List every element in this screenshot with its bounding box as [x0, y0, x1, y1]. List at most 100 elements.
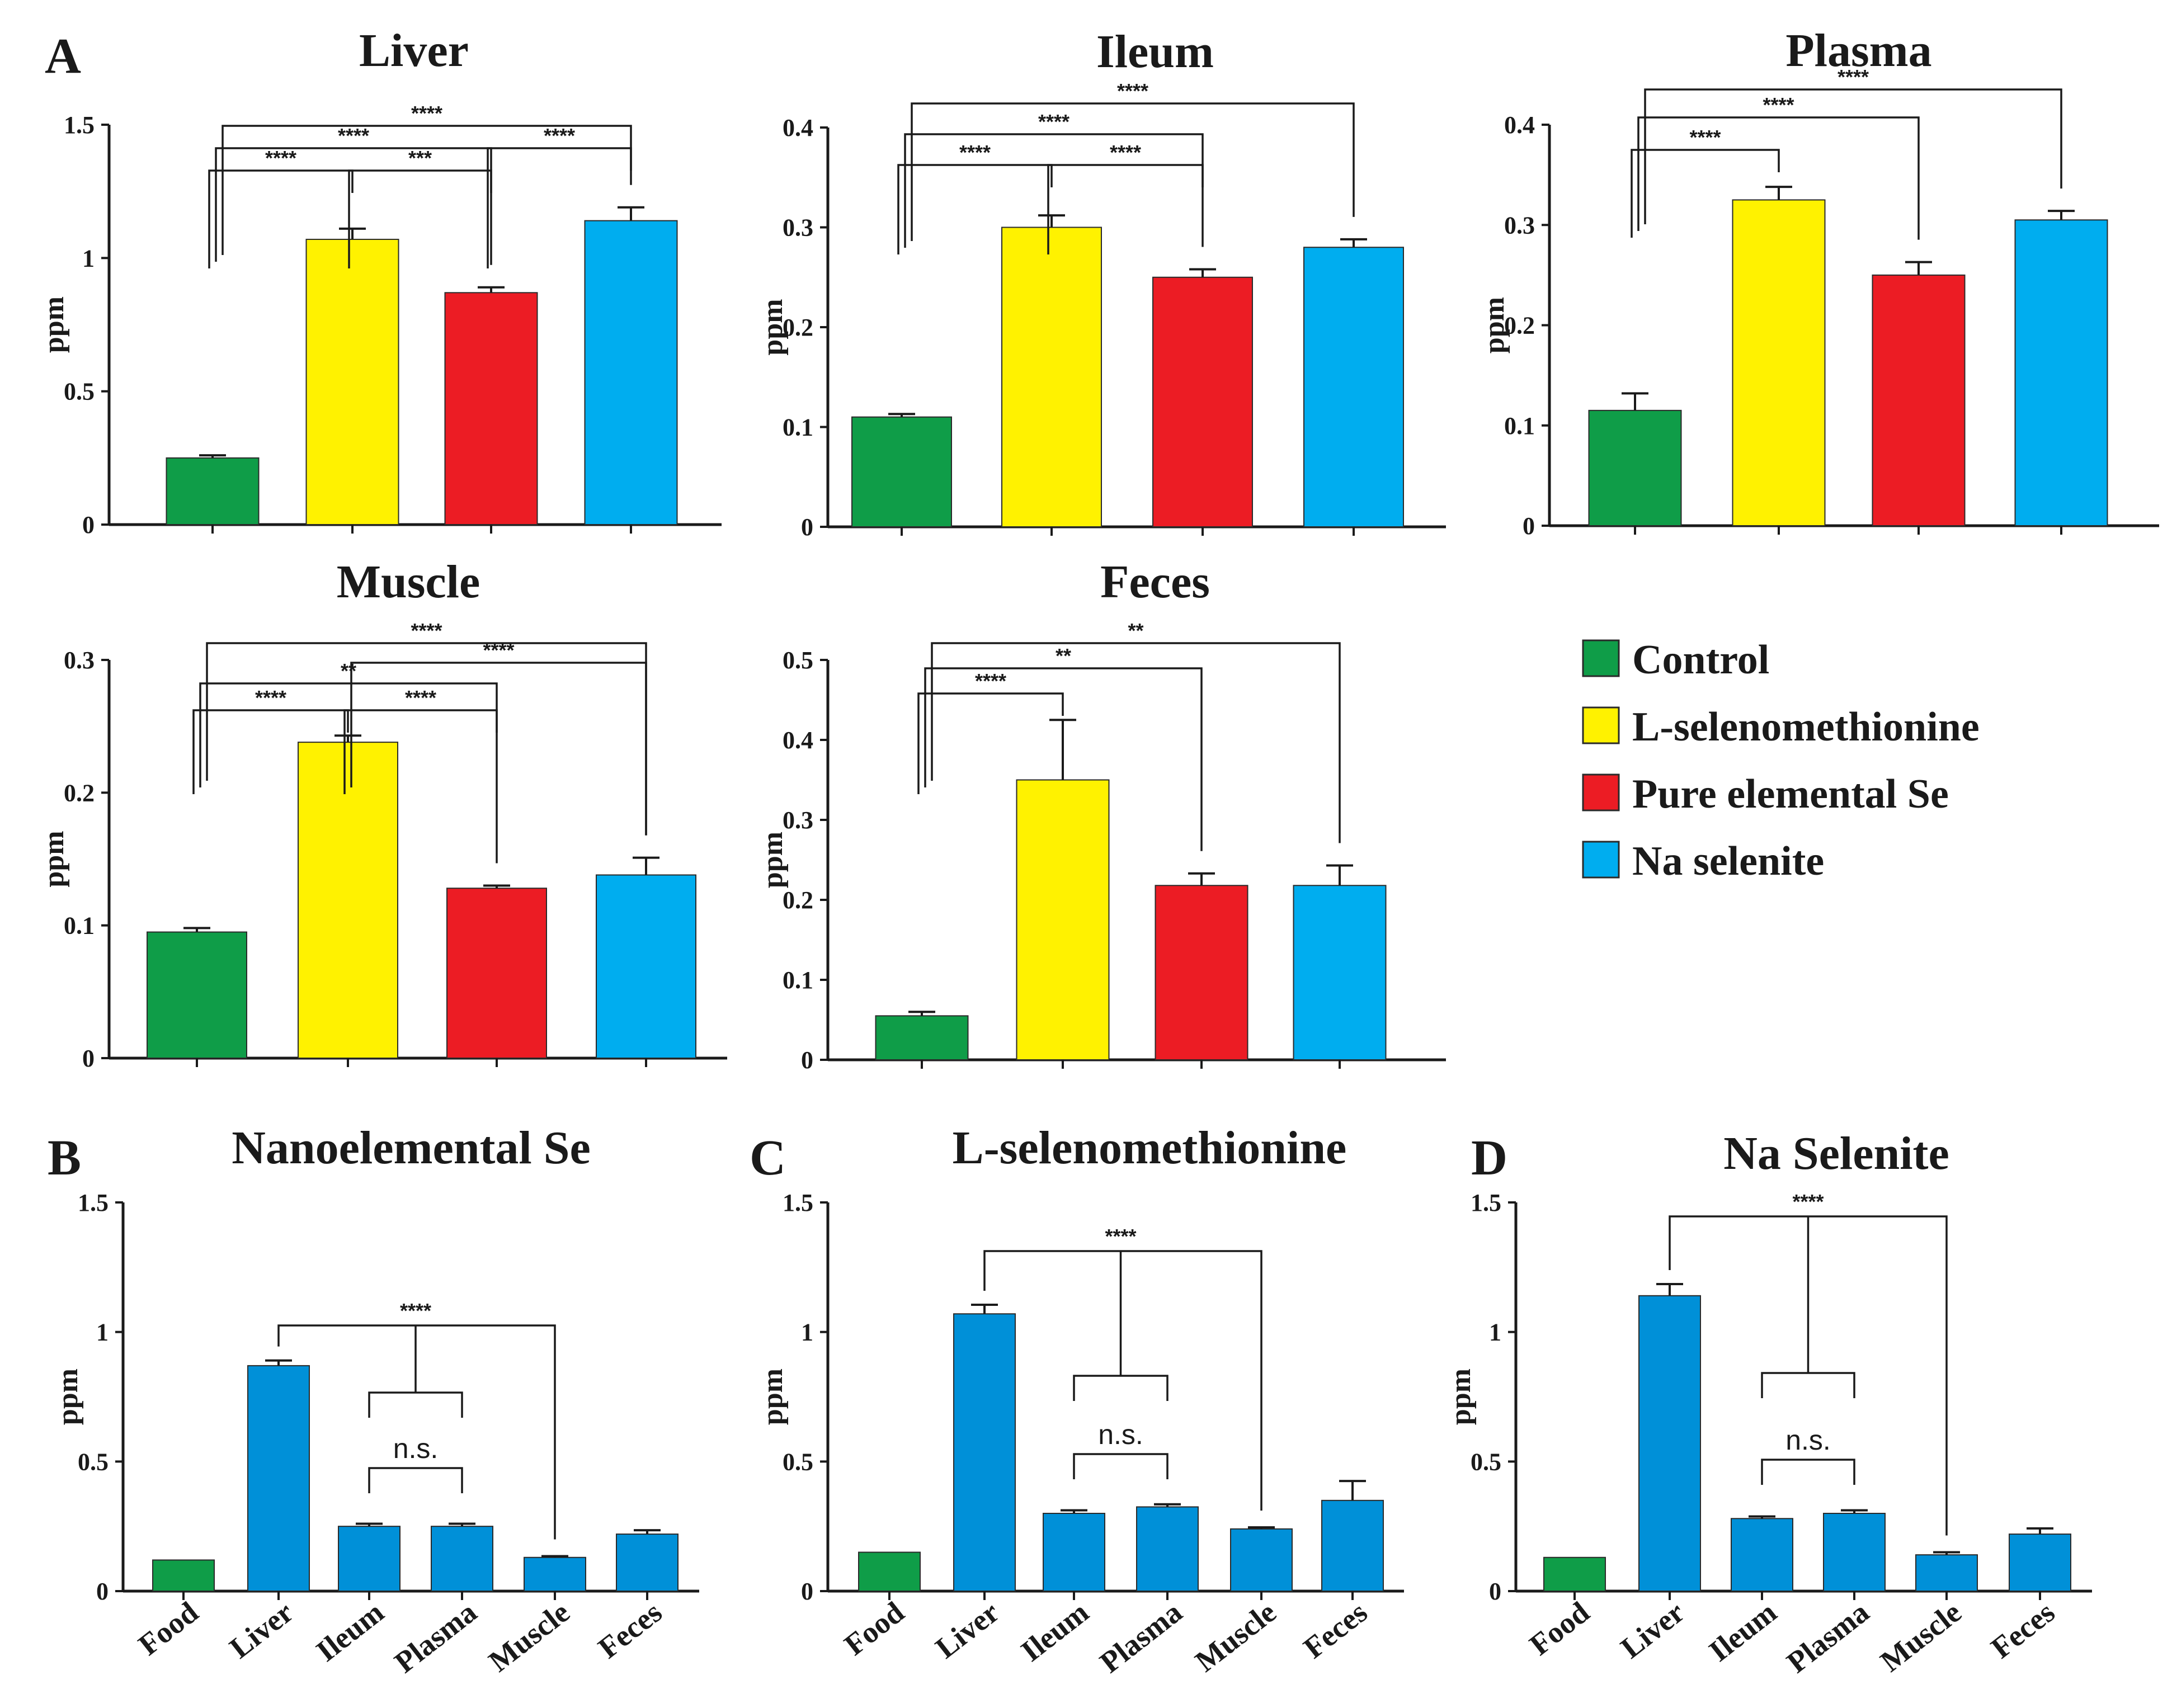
legend: Control L-selenomethionine Pure elemental … — [1582, 637, 1980, 884]
bar — [1155, 885, 1248, 1060]
x-tick-label: Ileum — [1015, 1595, 1095, 1668]
legend-label: Pure elemental Se — [1632, 771, 1949, 817]
bar — [446, 888, 547, 1059]
chart-title: L-selenomethionine — [953, 1122, 1347, 1174]
significance-label: **** — [959, 141, 991, 164]
y-tick-label: 0.3 — [783, 214, 813, 242]
significance-label: **** — [1838, 65, 1869, 88]
ns-label: n.s. — [1098, 1419, 1143, 1450]
chart-title: Nanoelemental Se — [232, 1122, 591, 1174]
bar — [298, 742, 398, 1059]
bar — [1230, 1528, 1293, 1592]
bar — [1303, 247, 1404, 527]
bar — [953, 1313, 1016, 1592]
bar — [1638, 1295, 1701, 1592]
legend-swatch — [1582, 706, 1620, 744]
bar — [147, 931, 247, 1059]
bar — [1823, 1513, 1886, 1592]
chart-title: Na Selenite — [1723, 1127, 1949, 1179]
y-tick-label: 0.3 — [64, 647, 95, 674]
significance-bracket-inner — [1073, 1375, 1169, 1401]
y-tick-label: 0.3 — [1504, 211, 1535, 239]
bar — [1588, 409, 1682, 526]
bar — [875, 1015, 969, 1060]
y-tick-label: 0.5 — [78, 1448, 109, 1475]
significance-label: ** — [1128, 619, 1143, 642]
significance-label: **** — [1792, 1190, 1824, 1213]
x-tick-label: Muscle — [1189, 1595, 1282, 1678]
y-tick-label: 0.5 — [1471, 1448, 1501, 1475]
y-tick-label: 0.2 — [783, 314, 813, 341]
bar — [1016, 779, 1110, 1060]
significance-bracket-outer — [277, 1324, 556, 1540]
significance-bracket — [192, 709, 349, 794]
significance-label: **** — [1105, 1225, 1136, 1248]
bar — [1731, 1518, 1793, 1592]
significance-bracket — [924, 667, 1203, 851]
significance-label: **** — [1763, 93, 1794, 116]
significance-label: *** — [408, 147, 432, 169]
y-tick-label: 0.5 — [783, 647, 813, 674]
bar — [444, 292, 538, 525]
bar — [1043, 1513, 1105, 1592]
bar — [1001, 227, 1102, 527]
significance-label: **** — [405, 686, 436, 709]
significance-bracket-inner — [368, 1391, 463, 1418]
significance-bracket — [1644, 88, 2062, 224]
significance-bracket — [208, 169, 354, 268]
y-tick-label: 0.2 — [64, 779, 95, 806]
bar — [1915, 1554, 1978, 1592]
legend-label: Na selenite — [1632, 838, 1824, 884]
y-tick-label: 0.2 — [783, 886, 813, 914]
bar — [1293, 885, 1387, 1060]
y-axis-label: ppm — [52, 1369, 84, 1425]
legend-label: Control — [1632, 637, 1769, 683]
y-axis-label: ppm — [38, 831, 70, 887]
bar — [1872, 274, 1966, 526]
ns-bracket — [368, 1467, 463, 1493]
y-tick-label: 0.2 — [1504, 312, 1535, 339]
y-tick-label: 1.5 — [78, 1189, 109, 1216]
bar — [616, 1534, 679, 1592]
bar — [1543, 1556, 1606, 1592]
significance-bracket — [215, 147, 492, 265]
significance-bracket — [222, 125, 632, 255]
y-axis-label: ppm — [757, 1369, 789, 1425]
y-tick-label: 0.1 — [783, 966, 813, 994]
bar — [247, 1365, 310, 1592]
x-tick-label: Muscle — [1874, 1595, 1967, 1678]
significance-label: **** — [265, 147, 296, 169]
bar — [1321, 1499, 1384, 1592]
x-tick-label: Plasma — [1780, 1595, 1875, 1679]
y-tick-label: 1.5 — [64, 111, 95, 139]
panel-label: D — [1471, 1130, 1507, 1186]
y-tick-label: 0 — [82, 1045, 95, 1072]
y-tick-label: 0.4 — [783, 726, 813, 754]
y-axis-label: ppm — [757, 832, 789, 888]
significance-bracket — [1631, 149, 1780, 238]
y-tick-label: 1 — [801, 1319, 813, 1346]
significance-label: **** — [411, 619, 442, 642]
ns-bracket — [1073, 1453, 1169, 1479]
bar — [1136, 1506, 1199, 1592]
significance-label: **** — [544, 124, 575, 147]
y-tick-label: 0 — [96, 1578, 109, 1605]
legend-swatch — [1582, 639, 1620, 677]
y-tick-label: 0 — [1523, 512, 1535, 540]
chart-panel-5: B Nanoelemental Se ppm 0 0.5 1 1.5 Food Liver Ile… — [48, 1122, 699, 1679]
y-tick-label: 1 — [82, 244, 95, 272]
panel-label: C — [750, 1130, 786, 1186]
y-tick-label: 0 — [801, 1578, 813, 1605]
significance-label: **** — [1038, 110, 1069, 133]
y-tick-label: 1.5 — [783, 1189, 813, 1216]
y-tick-label: 0.4 — [1504, 111, 1535, 139]
significance-bracket — [897, 164, 1053, 254]
y-tick-label: 0 — [801, 513, 813, 541]
chart-panel-7: D Na Selenite ppm 0 0.5 1 1.5 Food Liver IleumPla… — [1445, 1127, 2092, 1679]
x-tick-label: Ileum — [1703, 1595, 1783, 1668]
x-tick-label: Feces — [1985, 1595, 2061, 1665]
y-axis-label: ppm — [1478, 297, 1510, 353]
significance-label: **** — [400, 1299, 431, 1322]
